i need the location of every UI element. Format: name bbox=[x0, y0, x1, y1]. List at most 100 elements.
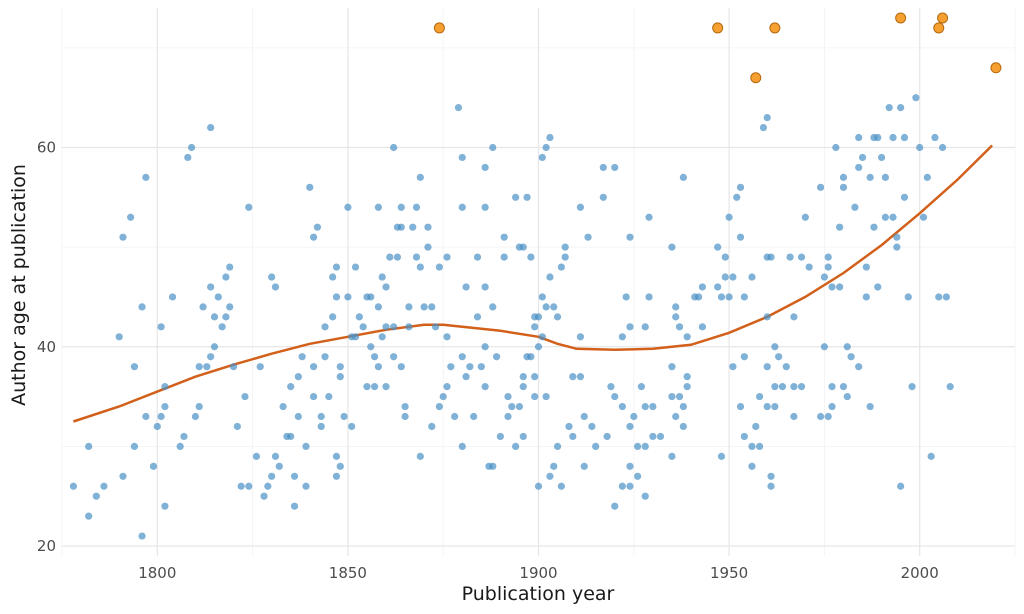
data-point bbox=[458, 442, 466, 450]
data-point bbox=[881, 213, 889, 221]
data-point bbox=[519, 373, 527, 381]
data-point bbox=[641, 323, 649, 331]
data-point bbox=[367, 343, 375, 351]
data-point bbox=[782, 363, 790, 371]
data-point bbox=[626, 462, 634, 470]
data-point bbox=[504, 412, 512, 421]
data-point bbox=[931, 133, 939, 142]
data-point bbox=[458, 153, 466, 162]
data-point bbox=[641, 402, 649, 411]
data-point bbox=[866, 402, 874, 411]
data-point bbox=[550, 462, 558, 470]
data-point bbox=[161, 502, 169, 510]
data-point bbox=[836, 283, 844, 291]
data-point bbox=[790, 383, 798, 391]
data-point bbox=[512, 442, 520, 450]
data-point bbox=[451, 412, 459, 421]
data-point bbox=[561, 243, 569, 251]
data-point bbox=[290, 472, 299, 480]
data-point bbox=[287, 383, 295, 391]
data-point bbox=[538, 293, 546, 301]
data-point bbox=[127, 213, 135, 221]
data-point bbox=[855, 133, 863, 142]
data-point bbox=[431, 323, 440, 331]
data-point bbox=[153, 422, 161, 431]
data-point bbox=[721, 253, 729, 261]
data-point bbox=[946, 383, 954, 391]
data-point bbox=[725, 213, 733, 221]
data-point bbox=[748, 273, 756, 281]
data-point bbox=[370, 383, 379, 391]
data-point bbox=[302, 442, 310, 450]
data-point bbox=[279, 402, 287, 411]
data-point bbox=[569, 432, 577, 441]
data-point bbox=[729, 363, 737, 371]
data-point bbox=[763, 363, 771, 371]
data-point bbox=[473, 313, 482, 321]
data-point bbox=[546, 472, 554, 480]
data-point bbox=[832, 143, 840, 152]
data-point bbox=[599, 163, 607, 172]
data-point bbox=[592, 442, 600, 450]
data-point bbox=[531, 323, 539, 331]
data-point bbox=[736, 402, 745, 411]
data-point bbox=[500, 253, 508, 261]
data-point bbox=[462, 283, 470, 291]
data-point bbox=[412, 203, 421, 211]
data-point bbox=[698, 283, 707, 291]
outliers-layer bbox=[433, 12, 1002, 84]
data-point bbox=[736, 233, 745, 241]
data-point bbox=[519, 243, 527, 251]
data-point bbox=[816, 412, 825, 421]
data-point bbox=[851, 203, 859, 211]
data-point bbox=[626, 233, 634, 241]
data-point bbox=[207, 283, 215, 291]
data-point bbox=[481, 343, 489, 351]
data-point bbox=[302, 482, 310, 490]
x-tick-label: 1850 bbox=[329, 564, 367, 582]
outlier-point bbox=[750, 72, 762, 84]
data-point bbox=[542, 392, 550, 401]
data-point bbox=[580, 462, 588, 470]
data-point bbox=[489, 462, 497, 470]
data-point bbox=[626, 482, 634, 490]
data-point bbox=[477, 363, 485, 371]
data-point bbox=[553, 313, 562, 321]
data-point bbox=[679, 173, 687, 181]
data-point bbox=[938, 143, 947, 152]
data-point bbox=[935, 293, 943, 301]
data-point bbox=[329, 313, 337, 321]
data-point bbox=[874, 283, 882, 291]
data-point bbox=[771, 402, 779, 411]
outlier-point bbox=[712, 22, 724, 34]
data-point bbox=[508, 402, 516, 411]
data-point bbox=[763, 313, 771, 321]
data-point bbox=[683, 373, 691, 381]
data-point bbox=[325, 392, 333, 401]
data-point bbox=[843, 343, 851, 351]
data-point bbox=[313, 223, 322, 231]
data-point bbox=[481, 283, 489, 291]
data-point bbox=[161, 402, 169, 411]
data-point bbox=[897, 482, 905, 490]
data-point bbox=[378, 333, 386, 341]
data-point bbox=[668, 392, 676, 401]
data-point bbox=[824, 412, 832, 421]
data-point bbox=[534, 482, 543, 490]
data-point bbox=[599, 193, 607, 201]
data-point bbox=[649, 432, 657, 441]
data-point bbox=[245, 482, 253, 490]
data-point bbox=[329, 273, 337, 281]
data-point bbox=[725, 293, 733, 301]
data-point bbox=[332, 472, 341, 480]
data-point bbox=[622, 293, 630, 301]
data-point bbox=[778, 383, 787, 391]
data-point bbox=[786, 253, 794, 261]
data-point bbox=[218, 323, 226, 331]
data-point bbox=[534, 313, 543, 321]
data-point bbox=[645, 213, 653, 221]
data-point bbox=[649, 402, 657, 411]
data-point bbox=[683, 333, 691, 341]
y-axis-title: Author age at publication bbox=[8, 164, 30, 406]
data-point bbox=[309, 233, 318, 241]
